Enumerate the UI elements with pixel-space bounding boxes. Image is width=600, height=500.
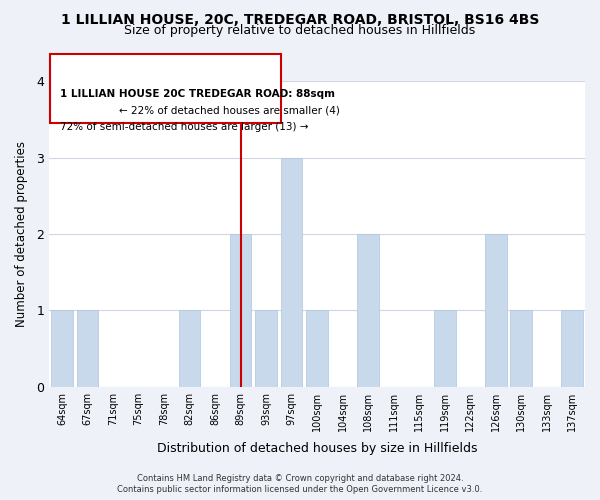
Bar (306, 310, 328, 386)
Text: ← 22% of detached houses are smaller (4): ← 22% of detached houses are smaller (4) (119, 106, 340, 116)
X-axis label: Distribution of detached houses by size in Hillfields: Distribution of detached houses by size … (157, 442, 478, 455)
Bar (511, 310, 532, 386)
Bar (281, 158, 302, 386)
Bar (230, 234, 251, 386)
Text: 72% of semi-detached houses are larger (13) →: 72% of semi-detached houses are larger (… (60, 122, 308, 132)
Bar (179, 310, 200, 386)
Bar (434, 310, 455, 386)
Text: Size of property relative to detached houses in Hillfields: Size of property relative to detached ho… (124, 24, 476, 37)
Bar (77, 310, 98, 386)
Bar (562, 310, 583, 386)
Bar (357, 234, 379, 386)
Bar (485, 234, 506, 386)
Y-axis label: Number of detached properties: Number of detached properties (15, 141, 28, 327)
Bar (255, 310, 277, 386)
Text: 1 LILLIAN HOUSE, 20C, TREDEGAR ROAD, BRISTOL, BS16 4BS: 1 LILLIAN HOUSE, 20C, TREDEGAR ROAD, BRI… (61, 12, 539, 26)
Text: Contains HM Land Registry data © Crown copyright and database right 2024.
Contai: Contains HM Land Registry data © Crown c… (118, 474, 482, 494)
Text: 1 LILLIAN HOUSE 20C TREDEGAR ROAD: 88sqm: 1 LILLIAN HOUSE 20C TREDEGAR ROAD: 88sqm (60, 89, 335, 99)
Bar (51, 310, 73, 386)
FancyBboxPatch shape (50, 54, 281, 123)
